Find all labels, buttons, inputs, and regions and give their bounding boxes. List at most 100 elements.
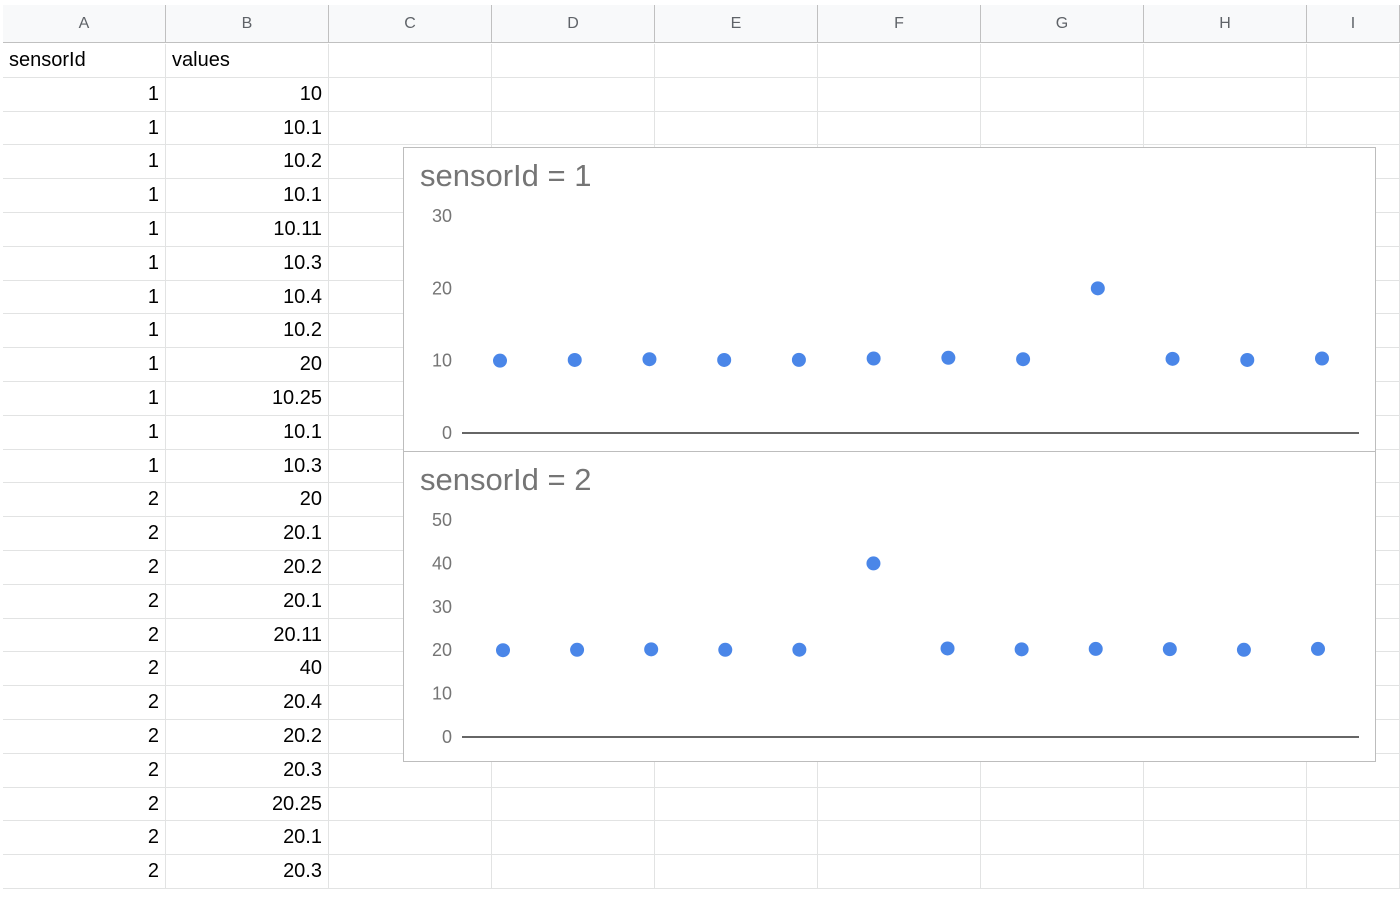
data-cell[interactable]: 20.11 [166,618,329,653]
empty-cell[interactable] [981,77,1144,112]
empty-cell[interactable] [492,77,655,112]
data-cell[interactable]: 40 [166,652,329,687]
data-cell[interactable]: 20 [166,483,329,518]
data-cell[interactable]: 1 [3,280,166,315]
data-cell[interactable]: 10.1 [166,111,329,146]
empty-cell[interactable] [1307,855,1400,889]
data-cell[interactable]: 1 [3,179,166,213]
data-cell[interactable]: 20.1 [166,584,329,619]
data-cell[interactable]: 1 [3,382,166,416]
column-header-b[interactable]: B [166,5,329,43]
data-point[interactable] [493,353,507,368]
data-cell[interactable]: 20.3 [166,753,329,788]
data-point[interactable] [941,350,956,365]
data-cell[interactable]: 10.3 [166,246,329,281]
empty-cell[interactable] [329,77,492,112]
data-cell[interactable]: 2 [3,720,166,754]
data-cell[interactable]: 1 [3,77,166,112]
empty-cell[interactable] [492,787,655,822]
empty-cell[interactable] [655,787,818,822]
data-cell[interactable]: 1 [3,348,166,382]
empty-cell[interactable] [329,111,492,146]
empty-cell[interactable] [981,855,1144,889]
data-cell[interactable]: 20.3 [166,855,329,889]
data-cell[interactable]: 2 [3,517,166,551]
data-cell[interactable]: 1 [3,449,166,484]
empty-cell[interactable] [818,44,981,78]
empty-cell[interactable] [818,821,981,856]
data-cell[interactable]: 20.2 [166,720,329,754]
data-cell[interactable]: 20.2 [166,551,329,585]
data-point[interactable] [644,642,659,657]
empty-cell[interactable] [655,753,818,788]
empty-cell[interactable] [981,111,1144,146]
column-header-c[interactable]: C [329,5,492,43]
column-header-g[interactable]: G [981,5,1144,43]
empty-cell[interactable] [1144,111,1307,146]
empty-cell[interactable] [329,44,492,78]
empty-cell[interactable] [1307,787,1400,822]
data-cell[interactable]: 10.1 [166,179,329,213]
column-header-d[interactable]: D [492,5,655,43]
empty-cell[interactable] [492,753,655,788]
data-cell[interactable]: 10.2 [166,145,329,180]
empty-cell[interactable] [329,753,492,788]
data-cell[interactable]: 2 [3,584,166,619]
empty-cell[interactable] [818,787,981,822]
data-cell[interactable]: 1 [3,213,166,247]
data-point[interactable] [570,642,585,657]
data-point[interactable] [1311,641,1325,656]
empty-cell[interactable] [492,111,655,146]
data-point[interactable] [792,642,807,657]
data-cell[interactable]: 10.1 [166,415,329,450]
empty-cell[interactable] [818,111,981,146]
data-cell[interactable]: 2 [3,483,166,518]
column-header-f[interactable]: F [818,5,981,43]
data-cell[interactable]: 20 [166,348,329,382]
data-cell[interactable]: 2 [3,686,166,720]
data-cell[interactable]: 2 [3,821,166,856]
data-point[interactable] [718,642,733,657]
data-cell[interactable]: 1 [3,246,166,281]
data-cell[interactable]: 1 [3,415,166,450]
data-point[interactable] [567,352,582,367]
data-cell[interactable]: 2 [3,652,166,687]
data-cell[interactable]: 2 [3,787,166,822]
empty-cell[interactable] [492,44,655,78]
data-cell[interactable]: 1 [3,145,166,180]
empty-cell[interactable] [1144,787,1307,822]
empty-cell[interactable] [329,787,492,822]
empty-cell[interactable] [1144,821,1307,856]
empty-cell[interactable] [1144,855,1307,889]
empty-cell[interactable] [492,855,655,889]
data-point[interactable] [1014,642,1029,657]
empty-cell[interactable] [1307,77,1400,112]
empty-cell[interactable] [655,44,818,78]
data-cell[interactable]: 10.25 [166,382,329,416]
empty-cell[interactable] [655,77,818,112]
data-point[interactable] [1236,642,1251,657]
data-point[interactable] [866,351,881,366]
empty-cell[interactable] [981,753,1144,788]
data-cell[interactable]: 20.1 [166,517,329,551]
empty-cell[interactable] [1307,44,1400,78]
data-point[interactable] [1088,641,1103,656]
empty-cell[interactable] [329,855,492,889]
column-header-i[interactable]: I [1307,5,1400,43]
data-point[interactable] [717,352,732,367]
empty-cell[interactable] [818,855,981,889]
data-point[interactable] [1240,352,1255,367]
column-header-e[interactable]: E [655,5,818,43]
empty-cell[interactable] [818,77,981,112]
data-cell[interactable]: 1 [3,111,166,146]
column-header-a[interactable]: A [3,5,166,43]
empty-cell[interactable] [981,787,1144,822]
empty-cell[interactable] [1307,111,1400,146]
data-cell[interactable]: 10.2 [166,314,329,349]
data-point[interactable] [1016,352,1031,367]
data-point[interactable] [1315,351,1329,366]
data-cell[interactable]: 10.11 [166,213,329,247]
empty-cell[interactable] [655,821,818,856]
data-point[interactable] [496,643,510,658]
empty-cell[interactable] [329,821,492,856]
